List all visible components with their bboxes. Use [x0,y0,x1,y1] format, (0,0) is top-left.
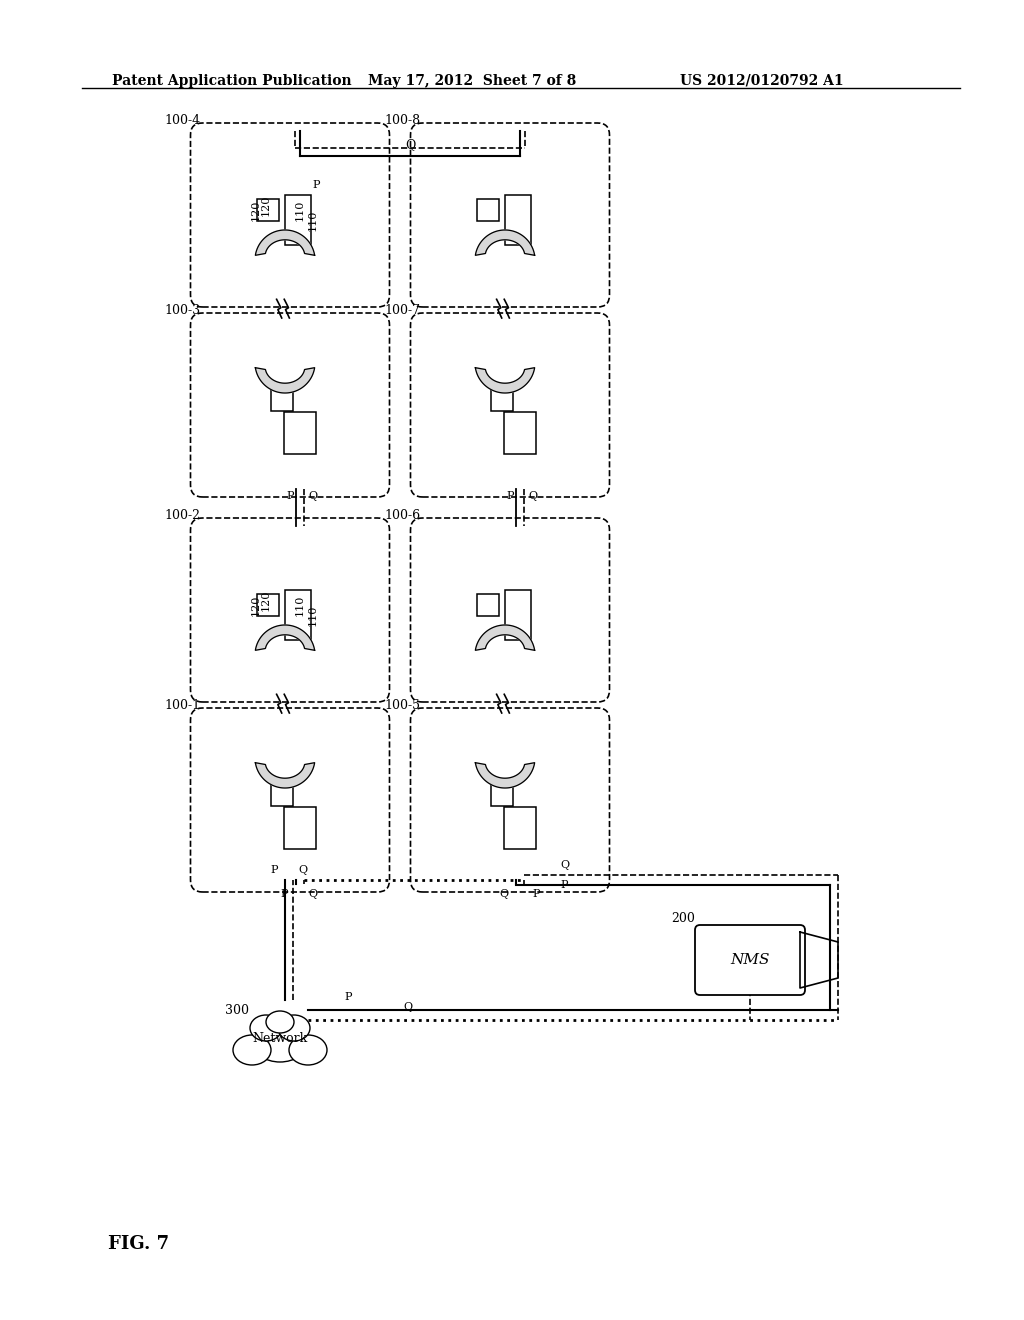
Text: FIG. 7: FIG. 7 [108,1236,169,1253]
FancyBboxPatch shape [190,123,389,308]
Polygon shape [475,230,535,255]
Text: 120: 120 [261,589,271,611]
Bar [257,199,279,220]
Text: P: P [532,888,540,899]
Text: 100-5: 100-5 [384,700,421,711]
Text: 100-3: 100-3 [165,304,201,317]
Text: May 17, 2012  Sheet 7 of 8: May 17, 2012 Sheet 7 of 8 [368,74,577,88]
Text: 100-8: 100-8 [384,114,421,127]
FancyBboxPatch shape [411,517,609,702]
Bar [271,389,293,411]
Text: Q: Q [298,865,307,875]
Polygon shape [255,230,314,255]
Polygon shape [255,763,314,788]
Text: 200: 200 [671,912,695,925]
Text: Q: Q [404,139,415,150]
Text: Q: Q [403,1002,413,1012]
Polygon shape [475,624,535,651]
Bar [504,412,536,454]
Text: Q: Q [560,861,569,870]
Text: 120: 120 [251,199,261,220]
Text: 100-7: 100-7 [384,304,421,317]
Text: P: P [281,888,288,899]
Ellipse shape [289,1035,327,1065]
FancyBboxPatch shape [411,313,609,498]
Ellipse shape [278,1015,310,1041]
Text: 110: 110 [295,199,305,220]
Text: Q: Q [528,491,538,502]
Text: 100-1: 100-1 [165,700,201,711]
Bar [285,195,311,246]
Bar [490,389,513,411]
Text: 110: 110 [308,210,318,231]
Text: Q: Q [499,888,508,899]
Text: P: P [344,993,352,1002]
Bar [257,594,279,616]
Bar [284,807,316,849]
Text: P: P [560,880,567,890]
Bar [271,784,293,807]
Bar [284,412,316,454]
Text: Patent Application Publication: Patent Application Publication [112,74,351,88]
Text: 110: 110 [295,594,305,615]
Bar [285,590,311,640]
FancyBboxPatch shape [695,925,805,995]
Bar [477,594,499,616]
Text: US 2012/0120792 A1: US 2012/0120792 A1 [680,74,844,88]
Text: Q: Q [308,888,317,899]
Ellipse shape [253,1022,307,1063]
Polygon shape [475,763,535,788]
Text: P: P [270,865,278,875]
Text: NMS: NMS [730,953,770,968]
Text: 300: 300 [225,1003,249,1016]
Text: P: P [506,491,514,502]
FancyBboxPatch shape [190,517,389,702]
Text: P: P [312,180,319,190]
Ellipse shape [266,1011,294,1034]
Text: 100-4: 100-4 [165,114,201,127]
Polygon shape [255,368,314,393]
Text: 100-2: 100-2 [165,510,201,521]
Text: 120: 120 [261,194,271,215]
Bar [504,807,536,849]
Text: P: P [287,491,294,502]
Polygon shape [475,368,535,393]
Polygon shape [255,624,314,651]
Text: Q: Q [308,491,317,502]
FancyBboxPatch shape [411,123,609,308]
FancyBboxPatch shape [190,708,389,892]
FancyBboxPatch shape [411,708,609,892]
Bar [490,784,513,807]
Bar [477,199,499,220]
Bar [505,590,531,640]
Polygon shape [800,932,838,987]
Text: 110: 110 [308,605,318,626]
Ellipse shape [233,1035,271,1065]
Text: 100-6: 100-6 [384,510,421,521]
FancyBboxPatch shape [190,313,389,498]
Ellipse shape [250,1015,282,1041]
Bar [505,195,531,246]
Text: Network: Network [252,1031,307,1044]
Text: 120: 120 [251,594,261,615]
